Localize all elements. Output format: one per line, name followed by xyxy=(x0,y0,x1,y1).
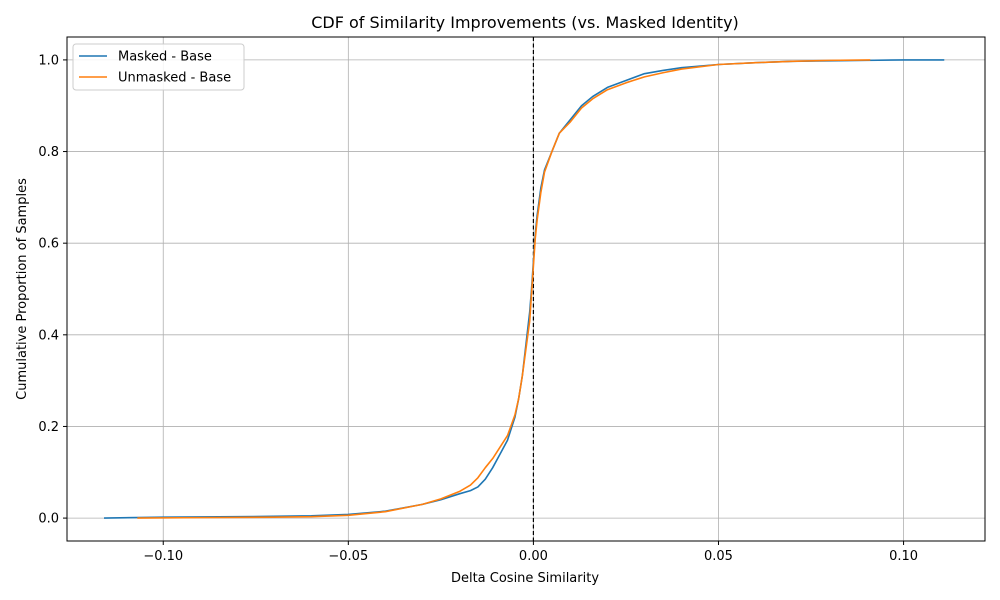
plot-frame xyxy=(66,36,986,542)
y-tick-label: 0.4 xyxy=(38,328,59,343)
legend-label-2: Unmasked - Base xyxy=(118,71,231,86)
y-tick-label: 0.8 xyxy=(38,145,59,160)
series-group xyxy=(104,59,945,519)
y-tick-label: 0.2 xyxy=(38,420,59,435)
x-tick-label: 0.05 xyxy=(704,549,733,564)
x-tick-label: 0.10 xyxy=(889,549,918,564)
legend: Masked - Base Unmasked - Base xyxy=(72,43,245,91)
chart-title: CDF of Similarity Improvements (vs. Mask… xyxy=(311,13,739,32)
y-tick-label: 1.0 xyxy=(38,53,59,68)
y-axis-label: Cumulative Proportion of Samples xyxy=(15,178,30,400)
legend-box xyxy=(72,43,245,91)
series-line-2 xyxy=(137,59,871,519)
x-axis-label: Delta Cosine Similarity xyxy=(451,571,599,586)
x-tick-label: 0.00 xyxy=(519,549,548,564)
x-tick-label: −0.05 xyxy=(328,549,368,564)
x-axis-ticks: −0.10 −0.05 0.00 0.05 0.10 xyxy=(143,541,918,564)
y-tick-label: 0.6 xyxy=(38,237,59,252)
x-tick-label: −0.10 xyxy=(143,549,183,564)
series-line-1 xyxy=(104,59,945,519)
y-axis-ticks: 0.0 0.2 0.4 0.6 0.8 1.0 xyxy=(38,53,67,527)
y-tick-label: 0.0 xyxy=(38,512,59,527)
legend-label-1: Masked - Base xyxy=(118,50,212,65)
grid-lines xyxy=(67,37,985,541)
